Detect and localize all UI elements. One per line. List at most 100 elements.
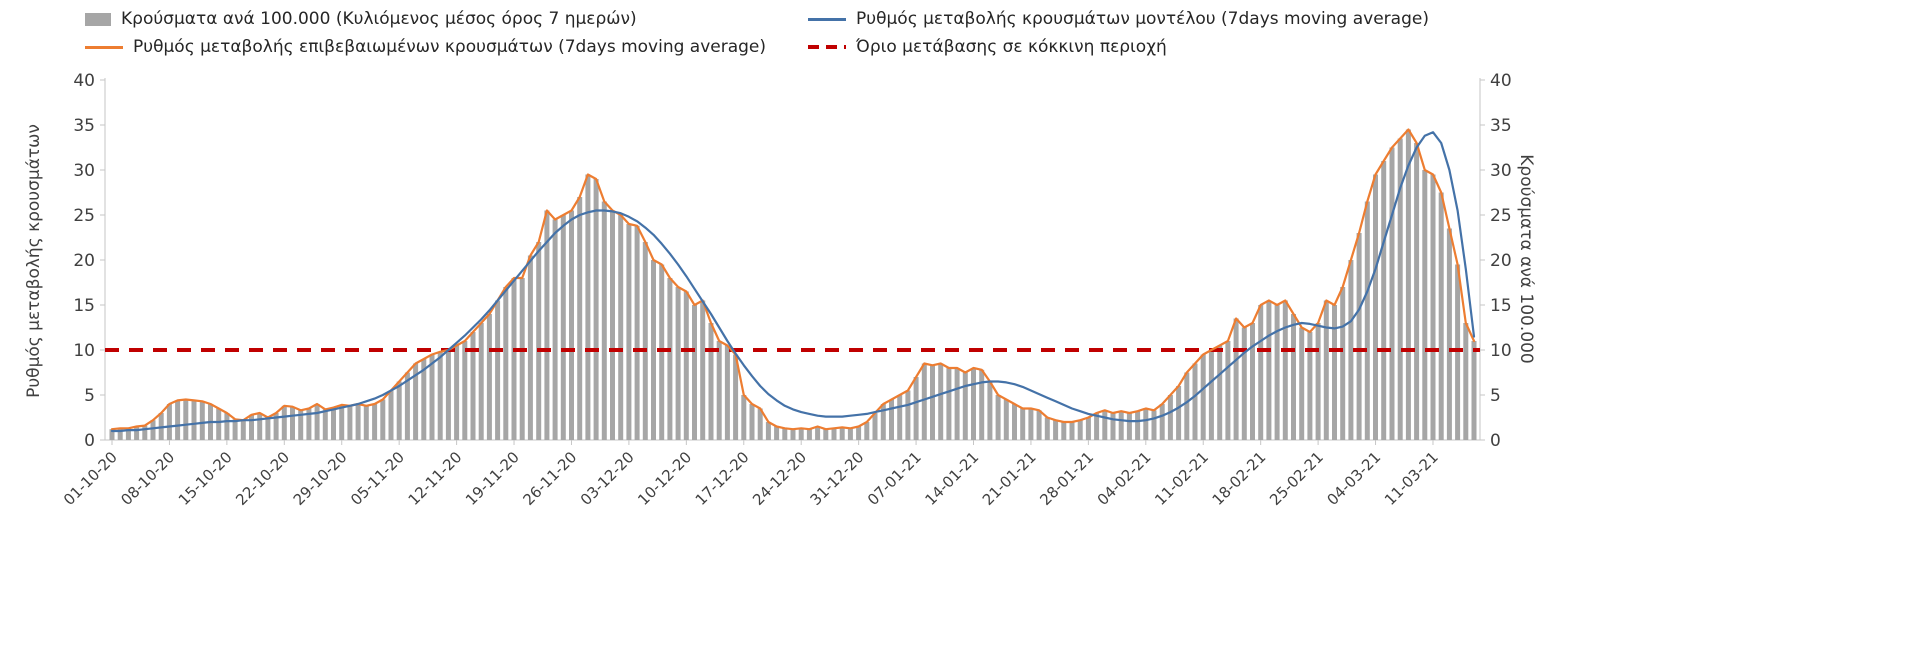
bar: [1159, 404, 1165, 440]
bar: [692, 305, 697, 440]
bar: [536, 242, 542, 440]
bar: [700, 300, 706, 440]
bar: [1348, 260, 1354, 440]
bar: [1135, 411, 1141, 440]
bar: [1208, 350, 1214, 440]
bar: [445, 350, 451, 440]
bar: [716, 341, 722, 440]
y-tick-label-right: 40: [1490, 71, 1512, 91]
bar: [503, 287, 509, 440]
bar: [675, 287, 681, 440]
bar: [1332, 305, 1337, 440]
bar: [372, 404, 378, 440]
bar-swatch-icon: [85, 12, 111, 26]
bar: [1397, 138, 1403, 440]
bar: [216, 408, 222, 440]
bar: [355, 404, 361, 440]
bar: [774, 426, 780, 440]
bar: [987, 381, 993, 440]
bar: [798, 428, 804, 440]
bar: [864, 422, 870, 440]
bar: [839, 427, 845, 440]
bar: [454, 345, 460, 440]
bar: [396, 381, 402, 440]
bar: [1414, 143, 1420, 440]
bar: [519, 278, 525, 440]
bar: [322, 409, 328, 440]
bar: [585, 174, 591, 440]
x-tick-label: 31-12-20: [807, 448, 868, 509]
x-tick-label: 14-01-21: [921, 448, 982, 509]
bar: [1217, 345, 1223, 440]
bar: [421, 359, 427, 440]
y-tick-label-left: 35: [73, 116, 95, 136]
bar: [1044, 417, 1050, 440]
y-tick-label-left: 40: [73, 71, 95, 91]
x-tick-label: 12-11-20: [405, 448, 466, 509]
bar: [429, 354, 435, 440]
bar: [1167, 395, 1173, 440]
bar: [1299, 327, 1305, 440]
bar: [1036, 410, 1042, 440]
bar: [889, 399, 894, 440]
bar: [117, 428, 123, 440]
bar: [1176, 386, 1182, 440]
bar: [552, 219, 558, 440]
bar: [651, 260, 656, 440]
bar: [1069, 422, 1075, 440]
x-tick-label: 28-01-21: [1036, 448, 1097, 509]
bar: [765, 422, 771, 440]
y-tick-label-right: 30: [1490, 161, 1512, 181]
bar: [249, 414, 254, 440]
x-tick-label: 03-12-20: [577, 448, 638, 509]
bar: [708, 323, 714, 440]
bar: [971, 368, 976, 440]
y-tick-label-left: 30: [73, 161, 95, 181]
bar: [1085, 417, 1091, 440]
x-tick-label: 01-10-20: [60, 448, 121, 509]
bar: [626, 224, 632, 440]
bar: [1307, 332, 1313, 440]
bar: [667, 278, 673, 440]
bar: [724, 345, 730, 440]
bar: [1225, 341, 1231, 440]
x-tick-label: 17-12-20: [692, 448, 753, 509]
bar: [125, 428, 131, 440]
y-tick-label-right: 10: [1490, 341, 1512, 361]
model-rate-line: [110, 131, 1476, 433]
legend-label-cases-per-100k: Κρούσματα ανά 100.000 (Κυλιόμενος μέσος …: [121, 9, 637, 29]
bar: [757, 408, 763, 440]
bar: [413, 363, 419, 440]
bar: [290, 406, 295, 440]
bar: [1405, 129, 1411, 440]
y-tick-label-left: 5: [84, 386, 95, 406]
bar: [1274, 305, 1280, 440]
bar: [1389, 147, 1395, 440]
bar: [1184, 372, 1190, 440]
bar: [273, 413, 279, 440]
bar: [815, 426, 821, 440]
bar: [380, 399, 386, 440]
bar: [880, 404, 886, 440]
model-line-swatch-icon: [808, 17, 846, 21]
bar: [995, 395, 1001, 440]
bar: [1143, 408, 1149, 440]
bar: [1003, 399, 1009, 440]
bar: [1077, 420, 1083, 440]
bar: [1364, 201, 1370, 440]
bar: [618, 215, 624, 440]
y-tick-label-left: 20: [73, 251, 95, 271]
bar: [1315, 323, 1321, 440]
y-tick-label-right: 25: [1490, 206, 1512, 226]
bar: [339, 404, 345, 440]
bar: [1126, 413, 1132, 440]
bar: [634, 225, 640, 440]
bar: [1102, 410, 1108, 440]
bar: [610, 210, 615, 440]
bar: [142, 425, 148, 440]
bar: [683, 291, 689, 440]
x-tick-label: 04-03-21: [1323, 448, 1384, 509]
legend-label-confirmed-rate: Ρυθμός μεταβολής επιβεβαιωμένων κρουσμάτ…: [133, 37, 767, 57]
bar: [462, 341, 468, 440]
